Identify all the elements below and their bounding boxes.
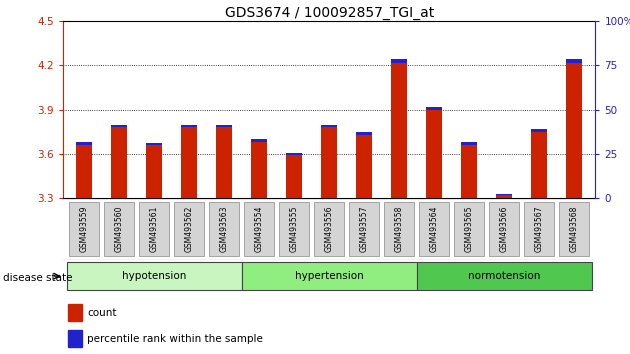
Bar xyxy=(357,135,372,198)
Bar xyxy=(461,142,477,145)
Bar xyxy=(427,110,442,198)
FancyBboxPatch shape xyxy=(490,202,519,256)
FancyBboxPatch shape xyxy=(279,202,309,256)
Bar xyxy=(68,304,82,321)
Bar xyxy=(357,132,372,135)
Bar xyxy=(251,139,267,142)
Bar xyxy=(321,125,337,127)
Text: GSM493557: GSM493557 xyxy=(360,206,369,252)
Text: GSM493561: GSM493561 xyxy=(149,206,159,252)
FancyBboxPatch shape xyxy=(244,202,274,256)
FancyBboxPatch shape xyxy=(314,202,344,256)
Bar xyxy=(286,155,302,198)
Bar xyxy=(566,59,582,63)
Bar xyxy=(532,132,547,198)
FancyBboxPatch shape xyxy=(384,202,414,256)
Bar xyxy=(111,125,127,127)
Bar xyxy=(496,194,512,195)
Bar xyxy=(286,153,302,155)
Bar xyxy=(111,127,127,198)
Text: disease state: disease state xyxy=(3,273,72,283)
Bar xyxy=(391,59,407,63)
Bar xyxy=(391,63,407,198)
Title: GDS3674 / 100092857_TGI_at: GDS3674 / 100092857_TGI_at xyxy=(224,6,434,20)
Bar xyxy=(181,125,197,127)
Text: GSM493565: GSM493565 xyxy=(465,206,474,252)
Text: GSM493558: GSM493558 xyxy=(395,206,404,252)
Bar xyxy=(76,145,92,198)
FancyBboxPatch shape xyxy=(416,262,592,290)
FancyBboxPatch shape xyxy=(67,262,242,290)
Text: GSM493560: GSM493560 xyxy=(115,206,123,252)
Text: GSM493564: GSM493564 xyxy=(430,206,438,252)
Bar xyxy=(321,127,337,198)
Bar xyxy=(146,143,162,145)
FancyBboxPatch shape xyxy=(104,202,134,256)
Bar xyxy=(181,127,197,198)
Bar xyxy=(461,145,477,198)
Bar xyxy=(532,129,547,132)
Text: GSM493556: GSM493556 xyxy=(324,206,334,252)
Text: GSM493555: GSM493555 xyxy=(290,206,299,252)
Bar xyxy=(68,330,82,347)
Bar xyxy=(251,142,267,198)
Bar xyxy=(427,107,442,110)
Text: normotension: normotension xyxy=(468,271,541,281)
FancyBboxPatch shape xyxy=(139,202,169,256)
Text: GSM493563: GSM493563 xyxy=(220,206,229,252)
FancyBboxPatch shape xyxy=(420,202,449,256)
Bar xyxy=(566,63,582,198)
Text: hypotension: hypotension xyxy=(122,271,186,281)
Bar xyxy=(496,195,512,198)
Text: GSM493559: GSM493559 xyxy=(79,206,88,252)
FancyBboxPatch shape xyxy=(559,202,589,256)
Text: percentile rank within the sample: percentile rank within the sample xyxy=(87,334,263,344)
Text: GSM493568: GSM493568 xyxy=(570,206,579,252)
FancyBboxPatch shape xyxy=(69,202,99,256)
FancyBboxPatch shape xyxy=(175,202,204,256)
Text: count: count xyxy=(87,308,117,318)
Bar xyxy=(216,125,232,127)
FancyBboxPatch shape xyxy=(349,202,379,256)
Text: GSM493567: GSM493567 xyxy=(535,206,544,252)
Text: GSM493566: GSM493566 xyxy=(500,206,509,252)
FancyBboxPatch shape xyxy=(209,202,239,256)
Bar xyxy=(146,145,162,198)
Text: hypertension: hypertension xyxy=(295,271,364,281)
FancyBboxPatch shape xyxy=(242,262,416,290)
Bar xyxy=(76,142,92,145)
FancyBboxPatch shape xyxy=(454,202,484,256)
Bar xyxy=(216,127,232,198)
FancyBboxPatch shape xyxy=(524,202,554,256)
Text: GSM493554: GSM493554 xyxy=(255,206,263,252)
Text: GSM493562: GSM493562 xyxy=(185,206,193,252)
